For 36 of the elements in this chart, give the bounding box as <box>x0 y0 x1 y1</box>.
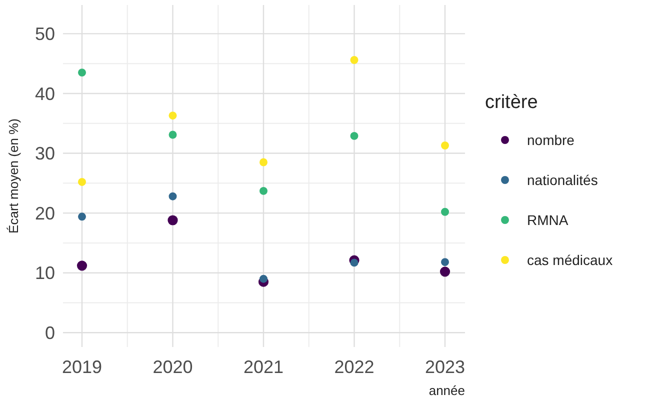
point <box>440 266 450 277</box>
point <box>441 208 449 216</box>
point <box>78 178 86 186</box>
legend-label: cas médicaux <box>527 252 613 268</box>
x-tick-label: 2019 <box>62 357 102 377</box>
legend-label: RMNA <box>527 212 569 228</box>
y-tick-label: 0 <box>44 322 55 343</box>
point <box>78 68 86 77</box>
point <box>350 258 358 267</box>
y-tick-label: 10 <box>34 263 55 284</box>
y-tick-label: 40 <box>34 84 55 104</box>
legend-label: nationalités <box>527 172 598 188</box>
point <box>168 215 178 226</box>
x-tick-label: 2022 <box>334 357 374 377</box>
point <box>168 130 177 139</box>
point <box>350 132 358 140</box>
point <box>76 260 88 271</box>
legend-title: critère <box>485 92 538 113</box>
point <box>260 186 268 195</box>
x-tick-label: 2020 <box>152 357 193 377</box>
point <box>260 274 268 283</box>
x-tick-label: 2023 <box>424 357 466 377</box>
legend-label: nombre <box>527 132 575 148</box>
point <box>168 192 177 200</box>
x-tick-label: 2021 <box>243 357 284 377</box>
point <box>350 56 358 64</box>
y-axis-title: Écart moyen (en %) <box>6 118 21 234</box>
y-tick-label: 30 <box>34 144 55 164</box>
point <box>260 158 268 166</box>
x-axis-title: année <box>428 383 465 398</box>
point <box>441 258 449 266</box>
point <box>168 112 177 120</box>
y-tick-label: 20 <box>34 203 55 224</box>
y-tick-label: 50 <box>34 24 55 44</box>
point <box>78 212 86 221</box>
point <box>441 142 449 150</box>
